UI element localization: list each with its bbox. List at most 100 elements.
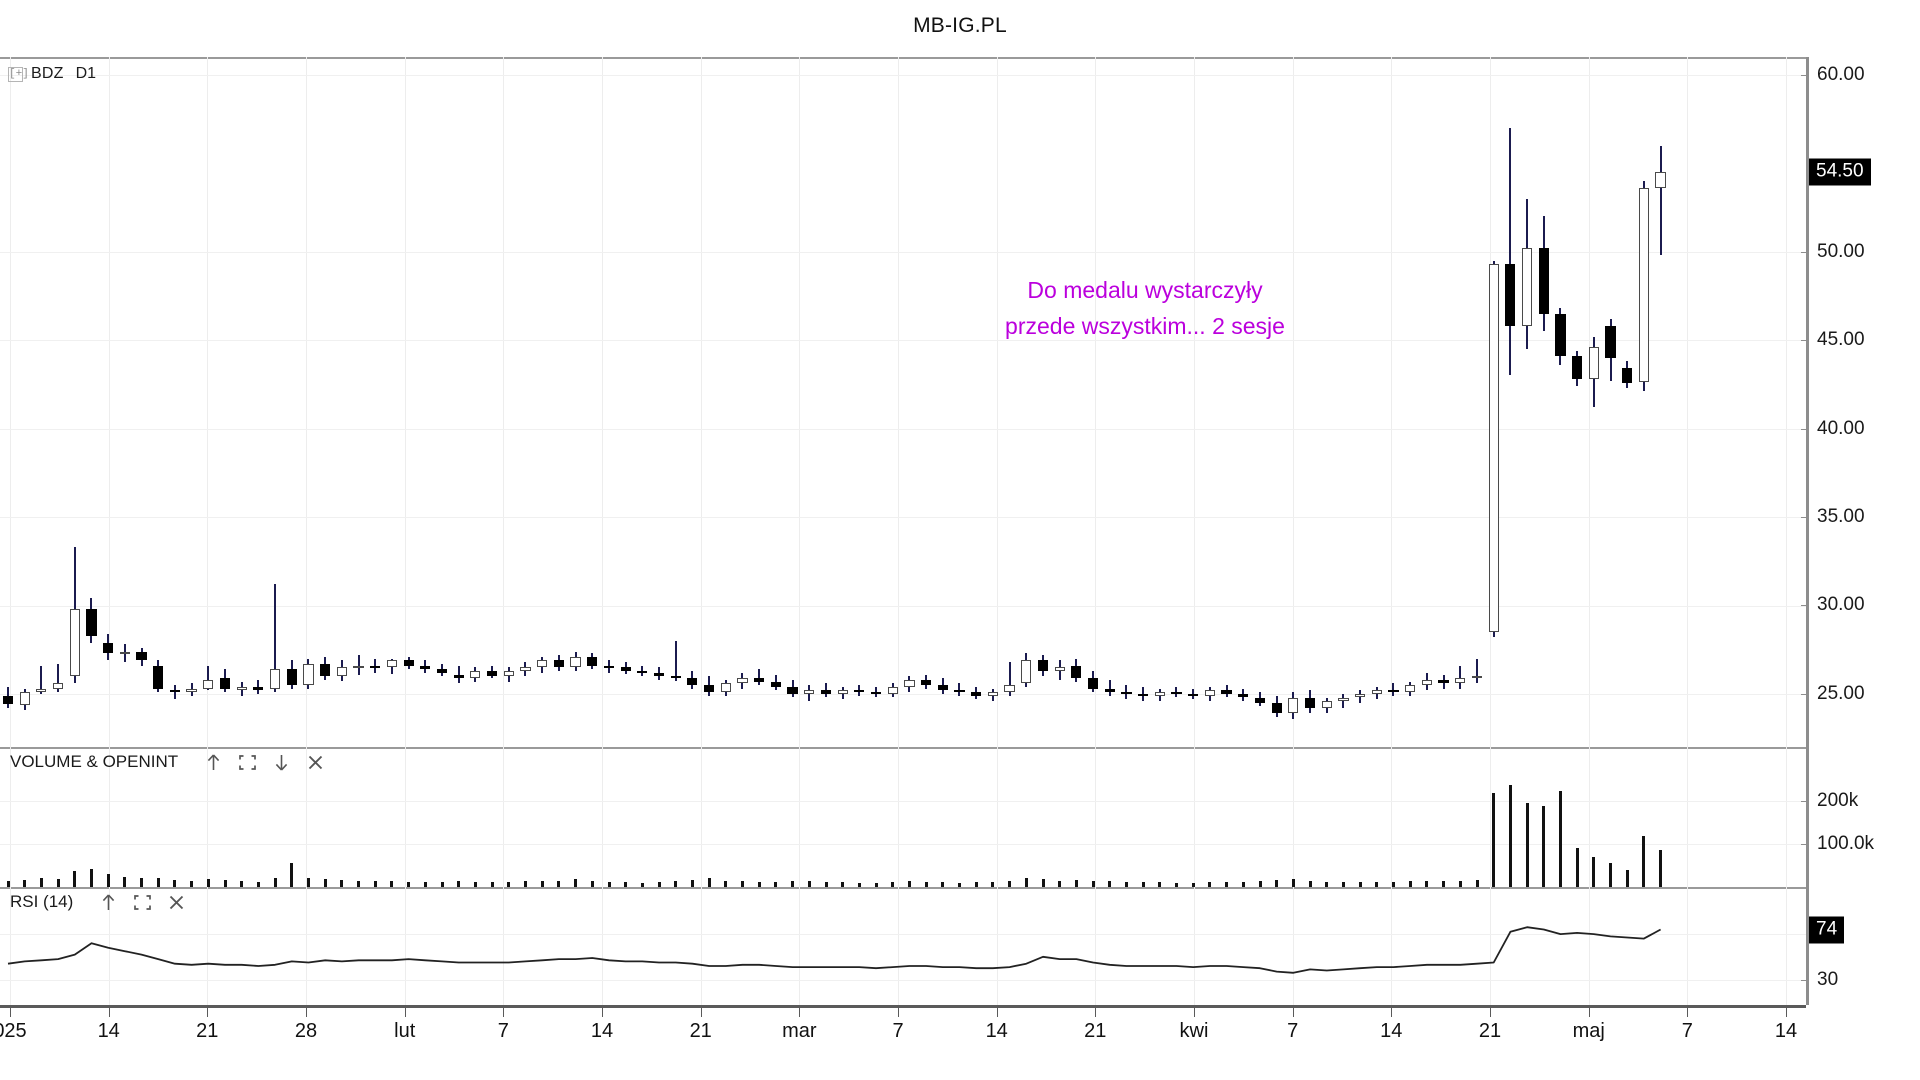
candle-body-up: [52, 683, 64, 689]
close-icon[interactable]: [298, 749, 332, 775]
candle-body-up: [1338, 697, 1349, 701]
volume-bar: [1358, 882, 1362, 887]
candle-body-down: [1622, 368, 1633, 383]
candle-body-down: [1221, 690, 1232, 694]
candle-wick: [357, 655, 360, 675]
price-plot-area[interactable]: [0, 57, 1806, 747]
candle-wick: [1392, 683, 1395, 696]
volume-bar: [524, 881, 527, 887]
candlestick: [620, 57, 631, 747]
volume-bar: [824, 882, 828, 887]
volume-bar: [1625, 869, 1629, 887]
candlestick: [1555, 57, 1566, 747]
grid-line-vertical: [207, 57, 209, 747]
rsi-value-badge[interactable]: 74: [1809, 916, 1845, 944]
expand-icon[interactable]: [125, 889, 159, 915]
candlestick: [1488, 57, 1499, 747]
volume-panel-header[interactable]: VOLUME & OPENINT: [0, 747, 332, 777]
volume-bar: [56, 879, 60, 887]
expand-icon[interactable]: [230, 749, 264, 775]
last-price-badge[interactable]: 54.50: [1809, 158, 1871, 186]
candlestick: [1104, 57, 1115, 747]
volume-bar: [891, 881, 895, 887]
grid-line-vertical: [1490, 747, 1491, 887]
close-icon[interactable]: [159, 889, 193, 915]
candle-wick: [875, 686, 878, 698]
series-legend[interactable]: [+] BDZ D1: [8, 65, 96, 83]
grid-line-vertical: [1687, 887, 1689, 1005]
grid-line-horizontal: [0, 428, 1806, 430]
grid-line-vertical: [1588, 747, 1590, 887]
volume-indicator-panel[interactable]: VOLUME & OPENINT: [0, 747, 1806, 887]
volume-bar: [1208, 881, 1212, 887]
candlestick: [1388, 57, 1399, 747]
grid-line-vertical: [602, 887, 603, 1005]
move-up-icon[interactable]: [91, 889, 125, 915]
grid-line-vertical: [602, 57, 603, 747]
volume-bar: [156, 877, 160, 887]
candle-wick: [958, 683, 961, 696]
date-axis-label: 7: [497, 1020, 509, 1042]
volume-bar: [223, 880, 227, 887]
volume-bar: [1291, 879, 1295, 887]
price-axis-label: 50.00: [1817, 240, 1865, 262]
axis-tick-mark: [1801, 517, 1809, 518]
candlestick: [1405, 57, 1416, 747]
candle-body-down: [1555, 313, 1566, 356]
rsi-indicator-panel[interactable]: RSI (14): [0, 887, 1806, 1005]
volume-bar: [574, 879, 578, 887]
candle-wick: [1008, 662, 1011, 696]
move-up-icon[interactable]: [196, 749, 230, 775]
candlestick: [219, 57, 231, 747]
candlestick: [353, 57, 364, 747]
series-symbol-label: BDZ: [31, 65, 64, 82]
rsi-panel-top-border: [0, 887, 1806, 889]
grid-line-vertical: [1194, 57, 1195, 747]
date-tick-mark: [1391, 1008, 1393, 1017]
volume-bar: [340, 880, 344, 887]
price-axis-right[interactable]: 60.00 50.00 45.00 40.00 35.00 30.00 25.00 54.50…: [1801, 57, 1920, 1005]
rsi-plot-area[interactable]: [0, 887, 1806, 1005]
candle-body-up: [1371, 690, 1382, 694]
volume-bar: [457, 881, 461, 887]
volume-bar: [1225, 882, 1229, 887]
volume-bar: [1442, 881, 1446, 887]
candle-wick: [57, 663, 60, 693]
candle-body-up: [520, 667, 531, 671]
candle-body-down: [670, 676, 681, 679]
rsi-panel-header[interactable]: RSI (14): [0, 887, 193, 917]
volume-bar: [991, 882, 995, 887]
candlestick: [1121, 57, 1132, 747]
candle-body-up: [386, 660, 398, 668]
date-tick-mark: [898, 1008, 899, 1017]
candlestick: [1505, 57, 1516, 747]
volume-bar: [1642, 835, 1646, 887]
volume-bar: [473, 881, 477, 887]
grid-line-vertical: [10, 747, 11, 887]
volume-bar: [140, 878, 143, 887]
volume-plot-area[interactable]: [0, 747, 1806, 887]
candlestick: [186, 57, 197, 747]
candlestick: [770, 57, 781, 747]
candlestick: [1355, 57, 1366, 747]
candle-body-up: [904, 679, 915, 687]
date-axis-label: 21: [1084, 1020, 1107, 1042]
volume-bar: [273, 877, 277, 887]
volume-bar: [1008, 881, 1012, 887]
candle-body-down: [169, 690, 181, 693]
candle-wick: [1659, 145, 1662, 256]
candle-body-down: [1087, 678, 1099, 689]
date-axis-bottom[interactable]: 025 14 21 28 lut 7 14 21 mar 7 14 21 kwi 7 14 21 maj 7 14: [0, 1005, 1806, 1065]
candle-body-up: [1455, 678, 1466, 684]
expand-series-icon[interactable]: [+]: [8, 66, 29, 82]
volume-bar: [1425, 880, 1429, 887]
candle-body-down: [1104, 688, 1115, 693]
volume-bar: [1325, 881, 1329, 887]
price-chart-panel[interactable]: [+] BDZ D1 Do medalu wystarczyły przede …: [0, 57, 1806, 747]
move-down-icon[interactable]: [264, 749, 298, 775]
candle-body-down: [286, 669, 297, 686]
candle-body-down: [1254, 697, 1266, 703]
date-tick-mark: [1490, 1008, 1491, 1017]
volume-bar: [1375, 881, 1379, 887]
grid-line-vertical: [1687, 747, 1689, 887]
